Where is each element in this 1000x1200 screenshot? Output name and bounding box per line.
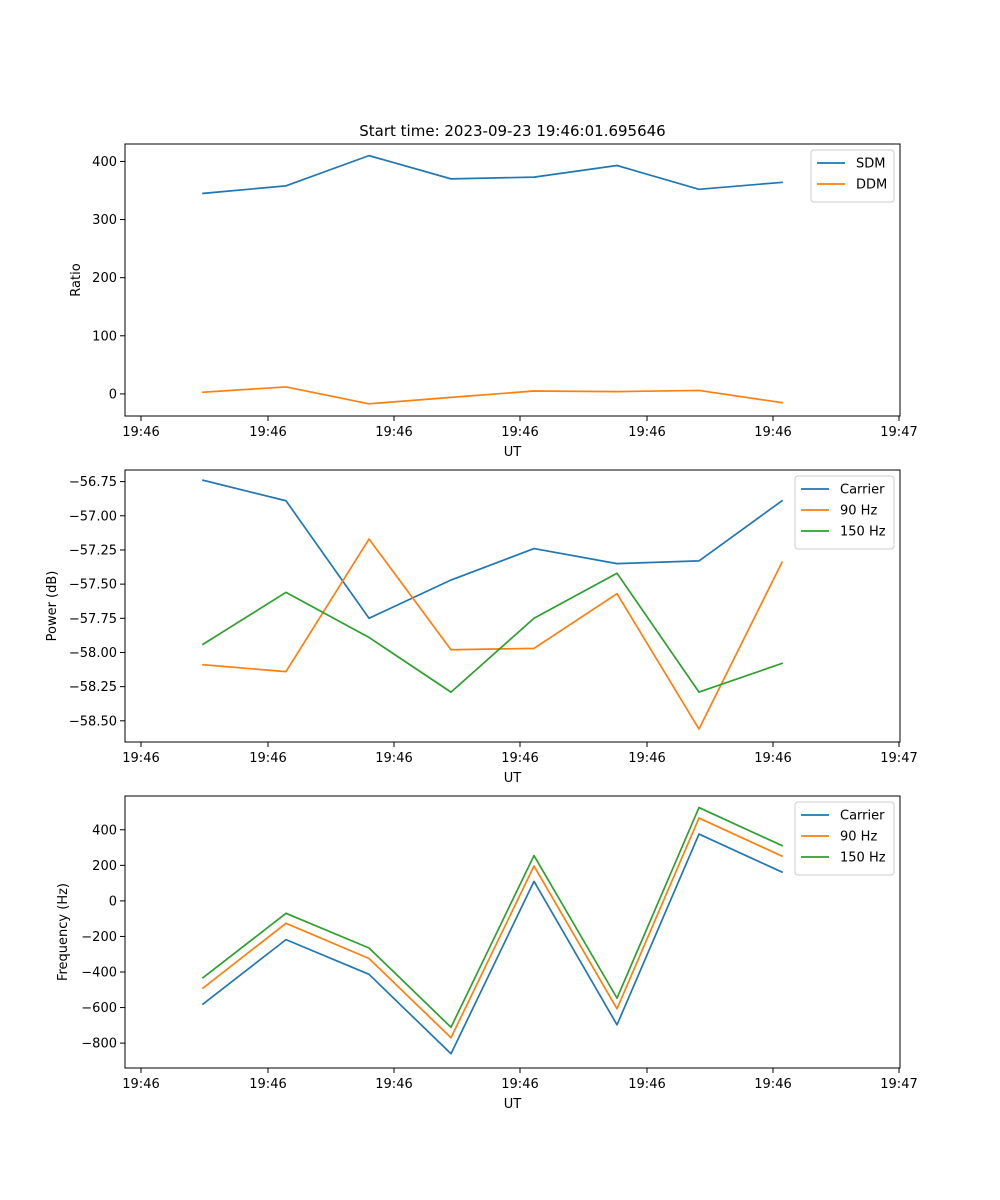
- x-tick-label: 19:46: [501, 1077, 538, 1092]
- legend: Carrier 90 Hz 150 Hz: [794, 801, 895, 876]
- y-axis-label: Power (dB): [45, 571, 60, 642]
- y-tick-label: −57.75: [69, 612, 117, 627]
- x-tick-label: 19:46: [628, 751, 665, 766]
- legend-label: DDM: [856, 178, 887, 193]
- x-tick-label: 19:46: [754, 425, 791, 440]
- series-line-90-hz: [202, 538, 784, 730]
- y-tick-label: −56.75: [69, 475, 117, 490]
- y-tick-label: 400: [92, 155, 117, 170]
- legend-label: Carrier: [840, 809, 885, 824]
- y-tick-label: 300: [92, 213, 117, 228]
- series-line-90-hz: [201, 817, 784, 1039]
- y-tick-label: −400: [81, 966, 117, 981]
- y-tick-label: −200: [81, 930, 117, 945]
- x-tick-label: 19:46: [628, 425, 665, 440]
- x-tick-label: 19:47: [880, 1077, 917, 1092]
- x-axis-label: UT: [504, 445, 522, 460]
- legend: SDM DDM: [810, 149, 895, 203]
- x-tick-label: 19:46: [122, 751, 159, 766]
- y-tick-label: 100: [92, 329, 117, 344]
- series-line-carrier: [201, 479, 784, 620]
- legend-label: 90 Hz: [840, 504, 877, 519]
- legend-label: 150 Hz: [840, 851, 886, 866]
- x-axis-label: UT: [504, 1097, 522, 1112]
- y-tick-label: −800: [81, 1037, 117, 1052]
- y-tick-label: −57.25: [69, 543, 117, 558]
- axes-frame: [124, 795, 901, 1069]
- y-tick-label: 200: [92, 859, 117, 874]
- series-line-ddm: [202, 386, 783, 405]
- x-tick-label: 19:46: [375, 751, 412, 766]
- panels: 0 100 200 300 400 19:46 19:46 19:46 19:46 19:46 19…: [45, 143, 918, 1112]
- y-tick-label: −600: [81, 1001, 117, 1016]
- x-tick-label: 19:46: [375, 1077, 412, 1092]
- panel-3: −800 −600 −400 −200 0 200 400 19:46 19:46 19:46 19…: [56, 795, 918, 1112]
- legend-label: 150 Hz: [840, 525, 886, 540]
- y-tick-label: 0: [109, 387, 117, 402]
- x-tick-label: 19:46: [375, 425, 412, 440]
- x-tick-label: 19:46: [122, 1077, 159, 1092]
- x-tick-label: 19:46: [249, 1077, 286, 1092]
- x-tick-label: 19:46: [628, 1077, 665, 1092]
- x-tick-label: 19:46: [754, 751, 791, 766]
- x-tick-label: 19:46: [501, 425, 538, 440]
- legend-label: Carrier: [840, 483, 885, 498]
- x-axis-label: UT: [504, 771, 522, 786]
- x-tick-label: 19:46: [501, 751, 538, 766]
- x-tick-label: 19:46: [249, 425, 286, 440]
- legend-label: 90 Hz: [840, 830, 877, 845]
- series-line-sdm: [202, 154, 783, 195]
- series-line-carrier: [201, 833, 784, 1055]
- series-line-150-hz: [201, 572, 784, 693]
- legend: Carrier 90 Hz 150 Hz: [794, 475, 895, 550]
- legend-label: SDM: [856, 157, 885, 172]
- x-tick-label: 19:46: [122, 425, 159, 440]
- y-axis-label: Ratio: [69, 263, 84, 296]
- y-axis-label: Frequency (Hz): [56, 883, 71, 981]
- y-tick-label: 400: [92, 823, 117, 838]
- x-tick-label: 19:47: [880, 425, 917, 440]
- series-line-150-hz: [201, 806, 784, 1029]
- y-tick-label: 0: [109, 894, 117, 909]
- y-tick-label: −57.00: [69, 509, 117, 524]
- x-tick-label: 19:46: [754, 1077, 791, 1092]
- panel-2: −58.50 −58.25 −58.00 −57.75 −57.50 −57.25 −57.…: [45, 469, 918, 786]
- axes-frame: [124, 143, 901, 417]
- x-tick-label: 19:46: [249, 751, 286, 766]
- y-tick-label: −58.00: [69, 646, 117, 661]
- y-tick-label: 200: [92, 271, 117, 286]
- panel-1: 0 100 200 300 400 19:46 19:46 19:46 19:46 19:46 19…: [69, 143, 918, 460]
- x-tick-label: 19:47: [880, 751, 917, 766]
- axes-frame: [124, 469, 901, 743]
- chart-title: Start time: 2023-09-23 19:46:01.695646: [359, 122, 665, 140]
- y-tick-label: −58.25: [69, 680, 117, 695]
- y-tick-label: −57.50: [69, 578, 117, 593]
- y-tick-label: −58.50: [69, 714, 117, 729]
